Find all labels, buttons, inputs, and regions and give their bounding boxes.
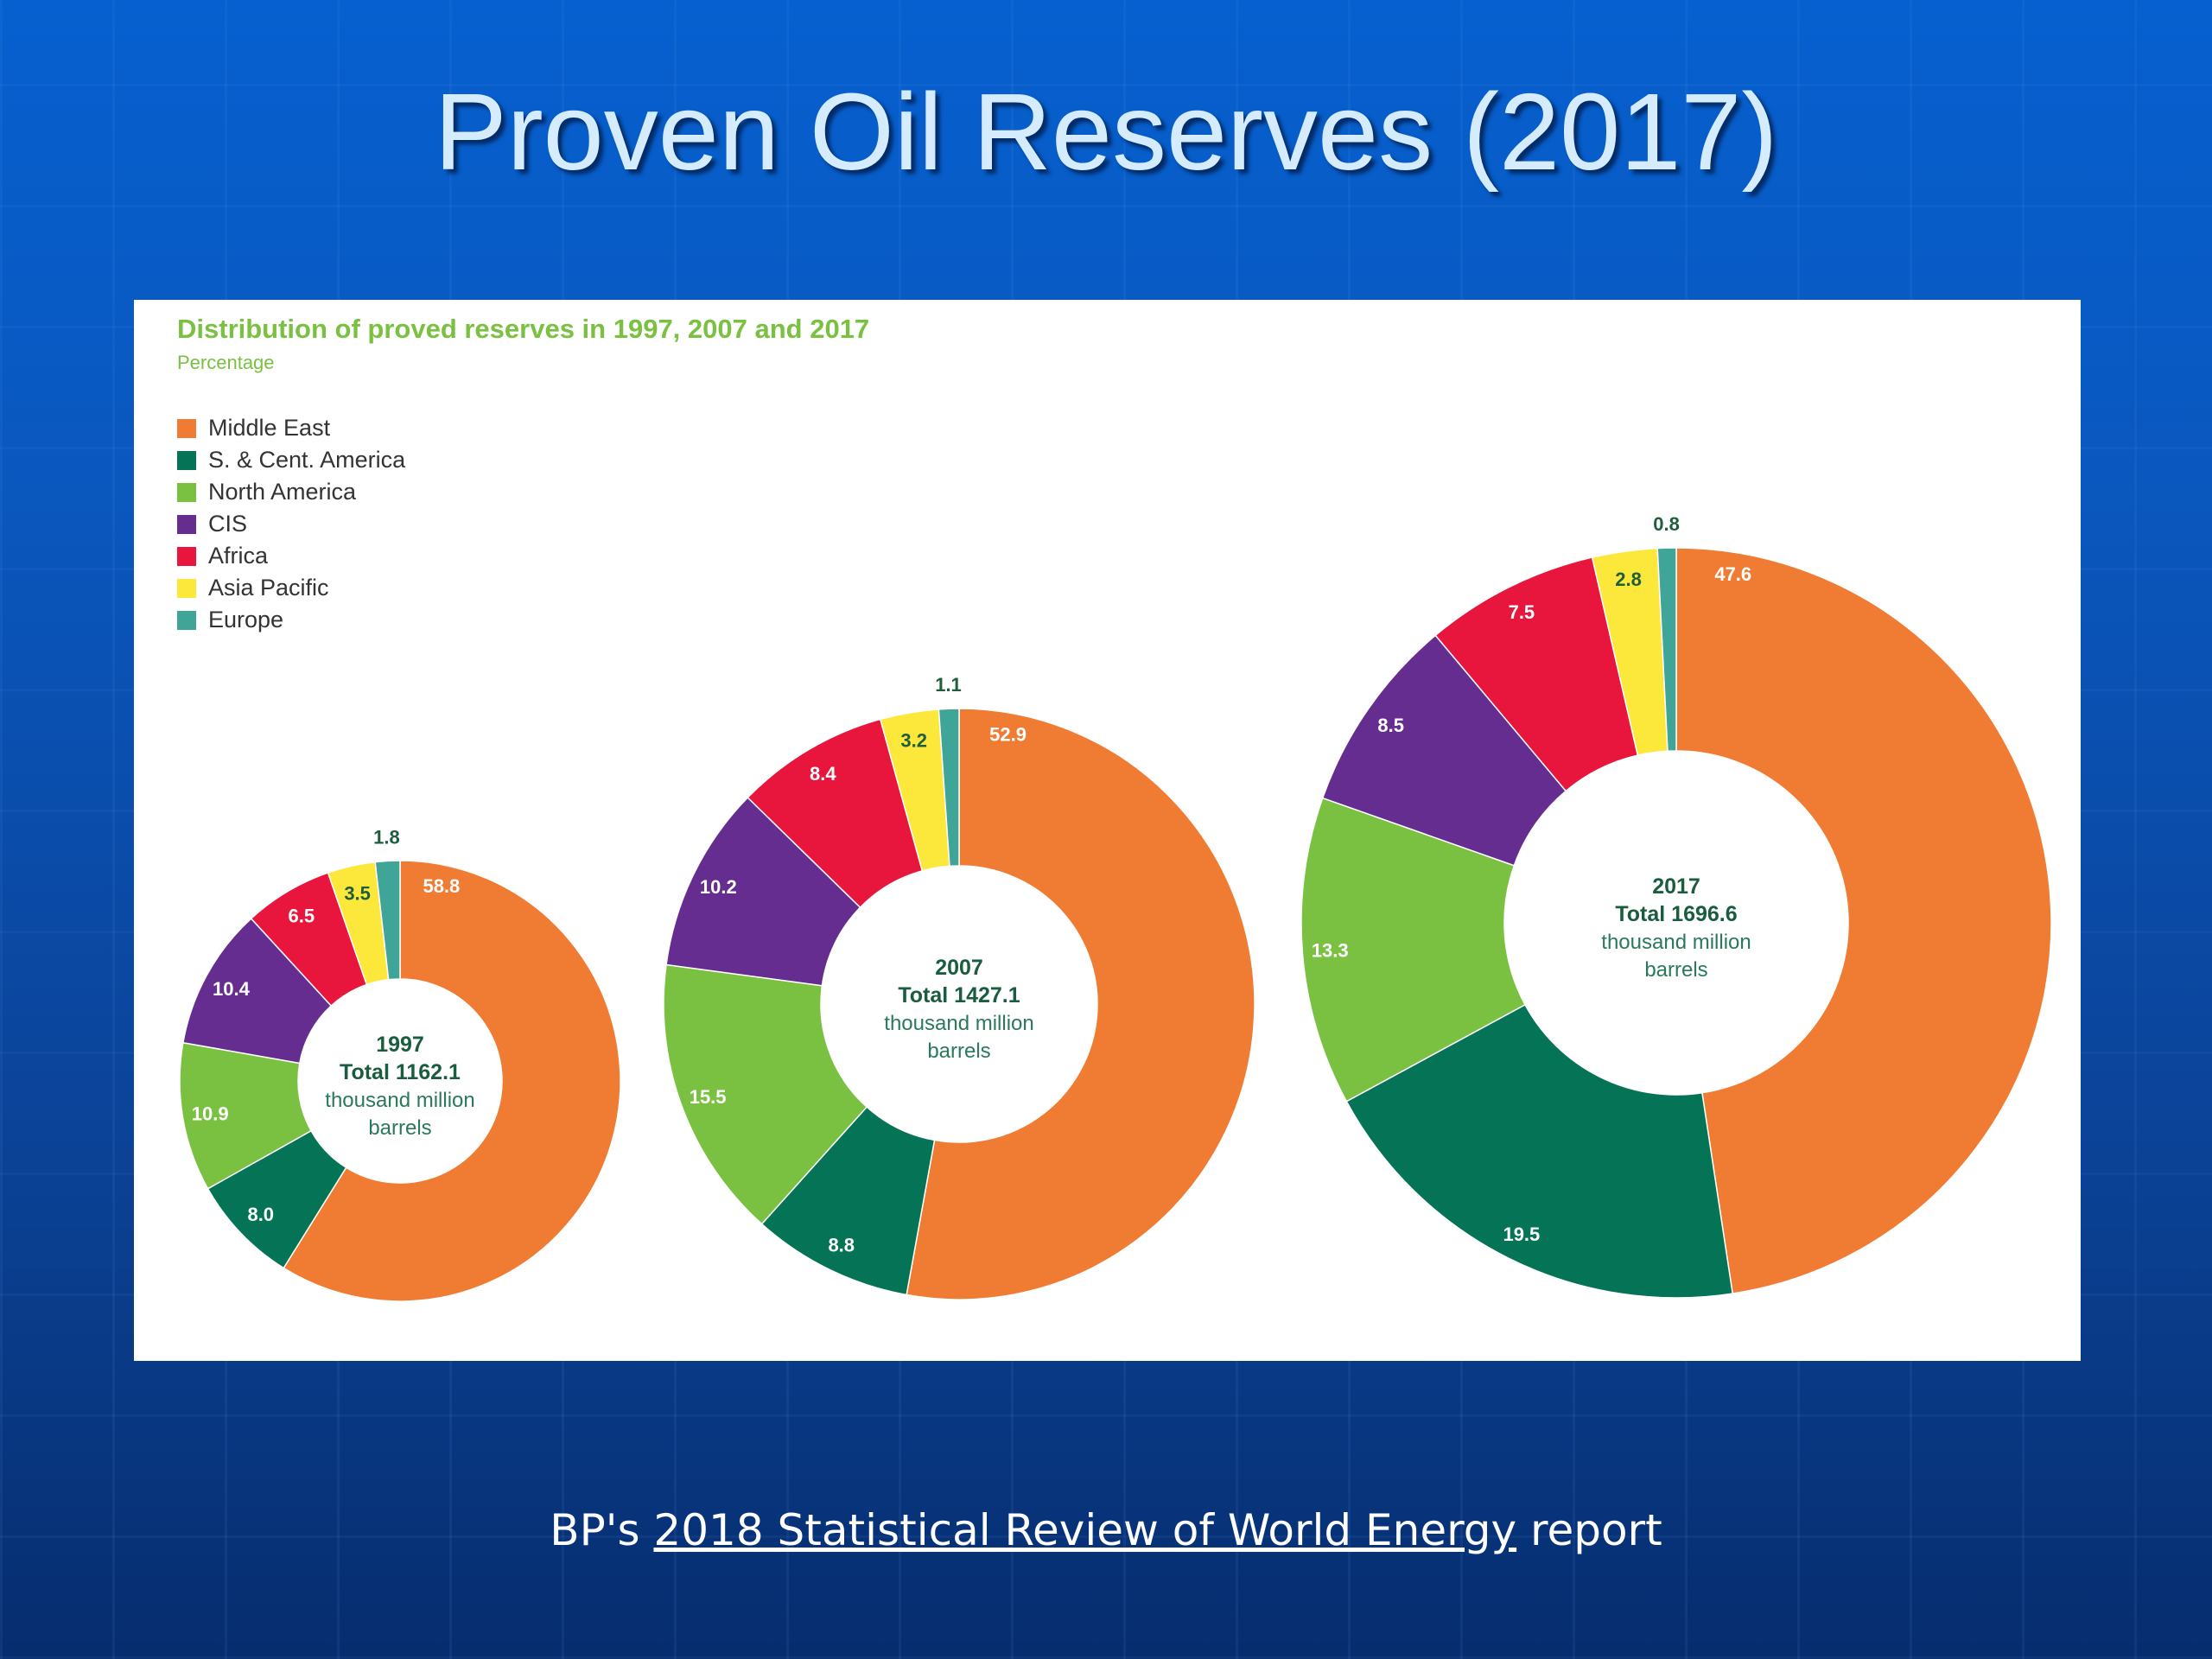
legend-swatch <box>177 482 196 502</box>
center-unit-1997: thousand million <box>325 1089 474 1112</box>
chart-legend: Middle East S. & Cent. America North Ame… <box>177 412 405 636</box>
value-label-1997-cis: 10.4 <box>213 978 251 1000</box>
slice-2017-s-cent-america <box>1345 1003 1734 1299</box>
legend-swatch <box>177 610 196 630</box>
slice-1997-middle-east <box>283 860 621 1302</box>
source-suffix: report <box>1516 1505 1662 1555</box>
legend-item-asia-pacific: Asia Pacific <box>177 572 405 604</box>
source-citation: BP's 2018 Statistical Review of World En… <box>0 1505 2212 1555</box>
slice-2017-middle-east <box>1675 547 2052 1294</box>
legend-label: CIS <box>208 511 248 537</box>
value-label-1997-europe: 1.8 <box>373 826 400 848</box>
value-label-2017-north-america: 13.3 <box>1312 940 1349 962</box>
value-label-2007-s-cent-america: 8.8 <box>828 1234 855 1255</box>
chart-panel: 58.8 8.0 10.9 10.4 6.5 3.5 1.8 1997 Total 1162.1… <box>134 300 2081 1361</box>
legend-item-middle-east: Middle East <box>177 412 405 444</box>
value-label-1997-north-america: 10.9 <box>192 1103 229 1124</box>
legend-item-europe: Europe <box>177 604 405 636</box>
donut-2017: 47.6 19.5 13.3 8.5 7.5 2.8 0.8 2017 Total 1696.6… <box>1300 513 2052 1299</box>
legend-label: North America <box>208 479 357 505</box>
legend-label: S. & Cent. America <box>208 447 406 473</box>
center-unit-2007: thousand million <box>884 1012 1033 1035</box>
center-total-2017: Total 1696.6 <box>1615 902 1737 926</box>
center-unit-2017: thousand million <box>1601 931 1751 954</box>
value-label-2017-s-cent-america: 19.5 <box>1503 1224 1540 1245</box>
slice-1997-north-america <box>179 1041 313 1190</box>
value-label-2007-europe: 1.1 <box>935 674 962 696</box>
value-label-2007-asia-pacific: 3.2 <box>900 729 927 751</box>
donut-charts: 58.8 8.0 10.9 10.4 6.5 3.5 1.8 1997 Total 1162.1… <box>179 513 2052 1302</box>
slide-title: Proven Oil Reserves (2017) <box>434 71 1778 193</box>
chart-subtitle: Percentage <box>177 352 275 373</box>
source-prefix: BP's <box>550 1505 654 1555</box>
value-label-2017-cis: 8.5 <box>1377 715 1404 736</box>
donut-2007: 52.9 8.8 15.5 10.2 8.4 3.2 1.1 2007 Total 1427.1… <box>663 674 1255 1300</box>
source-report-link[interactable]: 2018 Statistical Review of World Energy <box>653 1505 1517 1555</box>
legend-label: Africa <box>208 543 269 569</box>
center-year-2017: 2017 <box>1652 874 1700 899</box>
legend-item-north-america: North America <box>177 476 405 508</box>
value-label-2007-north-america: 15.5 <box>690 1086 727 1108</box>
slice-2007-cis <box>665 796 861 987</box>
slice-2007-middle-east <box>906 708 1255 1300</box>
value-label-1997-africa: 6.5 <box>288 905 315 926</box>
legend-label: Europe <box>208 607 284 632</box>
value-label-1997-middle-east: 58.8 <box>423 875 460 897</box>
donut-1997: 58.8 8.0 10.9 10.4 6.5 3.5 1.8 1997 Total 1162.1… <box>179 826 621 1302</box>
legend-item-s-cent-america: S. & Cent. America <box>177 444 405 476</box>
legend-swatch <box>177 546 196 566</box>
value-label-2007-cis: 10.2 <box>700 876 737 898</box>
legend-label: Asia Pacific <box>208 575 329 601</box>
center-unit2-2007: barrels <box>927 1039 990 1063</box>
value-label-2017-europe: 0.8 <box>1653 513 1680 535</box>
value-label-1997-asia-pacific: 3.5 <box>344 883 371 905</box>
chart-title: Distribution of proved reserves in 1997,… <box>177 314 870 344</box>
legend-swatch <box>177 418 196 438</box>
value-label-2017-middle-east: 47.6 <box>1714 563 1751 585</box>
center-year-1997: 1997 <box>376 1033 424 1057</box>
center-total-1997: Total 1162.1 <box>340 1060 461 1084</box>
legend-item-cis: CIS <box>177 508 405 540</box>
value-label-2007-africa: 8.4 <box>810 763 836 785</box>
legend-swatch <box>177 514 196 534</box>
legend-item-africa: Africa <box>177 540 405 572</box>
value-label-2017-africa: 7.5 <box>1509 601 1535 623</box>
value-label-2017-asia-pacific: 2.8 <box>1615 569 1642 590</box>
value-label-1997-s-cent-america: 8.0 <box>247 1204 274 1225</box>
legend-swatch <box>177 450 196 470</box>
legend-label: Middle East <box>208 415 331 441</box>
center-year-2007: 2007 <box>935 956 983 980</box>
slice-2007-europe <box>938 708 960 868</box>
slice-2007-north-america <box>663 963 868 1225</box>
slice-2017-north-america <box>1300 797 1527 1103</box>
legend-swatch <box>177 578 196 598</box>
slice-2017-europe <box>1656 547 1677 753</box>
value-label-2007-middle-east: 52.9 <box>989 724 1027 746</box>
center-unit2-1997: barrels <box>368 1116 431 1140</box>
center-unit2-2017: barrels <box>1644 958 1707 982</box>
slice-1997-europe <box>374 860 401 981</box>
center-total-2007: Total 1427.1 <box>898 983 1020 1007</box>
